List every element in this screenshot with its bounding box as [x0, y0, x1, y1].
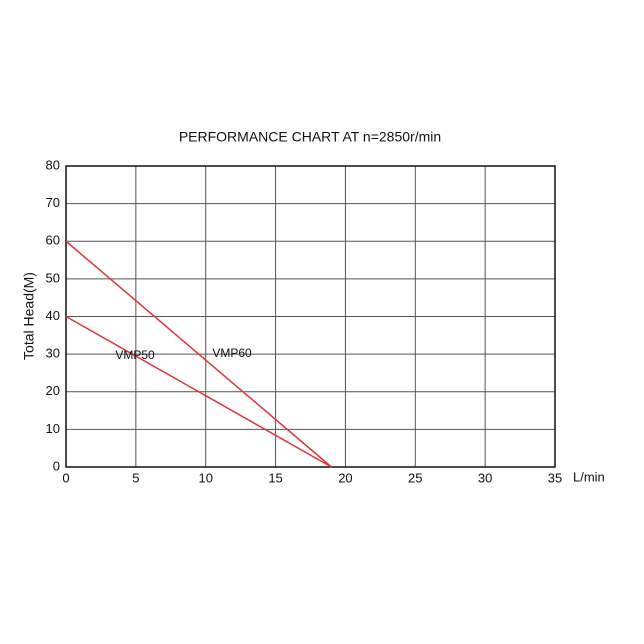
y-tick-label: 10	[46, 421, 60, 436]
y-tick-label: 60	[46, 233, 60, 248]
x-tick-label: 20	[338, 470, 352, 485]
series-label: VMP50	[115, 348, 155, 362]
x-tick-label: 0	[62, 470, 69, 485]
y-tick-label: 30	[46, 346, 60, 361]
x-tick-label: 30	[478, 470, 492, 485]
y-tick-label: 70	[46, 195, 60, 210]
series-line	[65, 240, 332, 468]
y-tick-label: 50	[46, 270, 60, 285]
x-tick-label: 15	[268, 470, 282, 485]
x-tick-label: 35	[548, 470, 562, 485]
y-tick-label: 20	[46, 383, 60, 398]
chart-title: PERFORMANCE CHART AT n=2850r/min	[179, 129, 441, 145]
x-tick-label: 5	[132, 470, 139, 485]
series-label: VMP60	[212, 346, 252, 360]
y-tick-label: 0	[53, 458, 60, 473]
x-tick-label: 10	[198, 470, 212, 485]
x-tick-label: 25	[408, 470, 422, 485]
y-axis-label: Total Head(M)	[21, 272, 37, 360]
y-tick-label: 40	[46, 308, 60, 323]
y-tick-label: 80	[46, 157, 60, 172]
series-line	[65, 315, 332, 468]
x-axis-label: L/min	[573, 469, 605, 484]
